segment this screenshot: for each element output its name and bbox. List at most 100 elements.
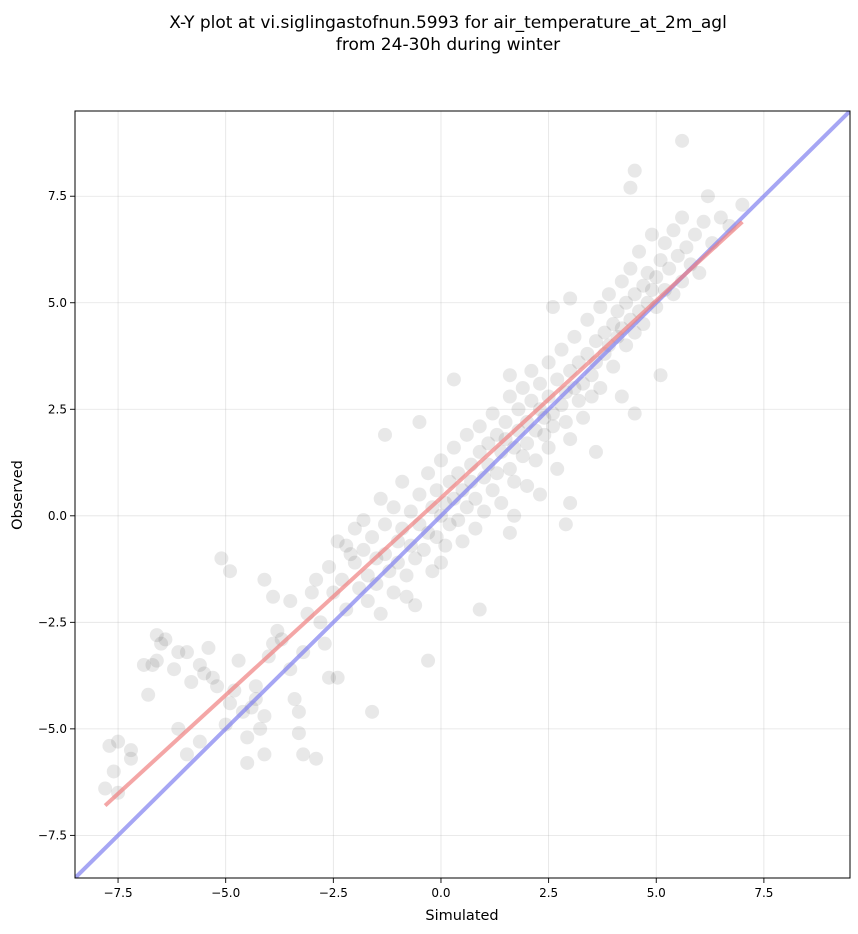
x-tick-label: 0.0: [431, 886, 450, 900]
scatter-point: [541, 440, 556, 455]
x-tick-label: −5.0: [211, 886, 240, 900]
scatter-point: [550, 461, 565, 476]
scatter-point: [623, 261, 638, 276]
scatter-point: [563, 432, 578, 447]
scatter-point: [502, 525, 517, 540]
scatter-point: [520, 478, 535, 493]
scatter-point: [627, 163, 642, 178]
scatter-point: [567, 329, 582, 344]
scatter-point: [317, 636, 332, 651]
scatter-point: [446, 440, 461, 455]
scatter-point: [588, 444, 603, 459]
x-axis-label: Simulated: [425, 908, 498, 924]
chart-title: X-Y plot at vi.siglingastofnun.5993 for …: [169, 13, 727, 33]
scatter-point: [502, 461, 517, 476]
scatter-point: [580, 346, 595, 361]
scatter-point: [627, 287, 642, 302]
scatter-point: [378, 427, 392, 442]
scatter-point: [533, 376, 547, 391]
scatter-point: [408, 598, 423, 613]
scatter-point: [679, 240, 694, 255]
scatter-point: [270, 623, 285, 638]
scatter-point: [356, 513, 371, 528]
scatter-point: [533, 487, 547, 502]
scatter-point: [610, 304, 625, 319]
scatter-point: [524, 393, 539, 408]
scatter-point: [593, 380, 608, 395]
scatter-point: [365, 530, 380, 545]
points-layer: [98, 133, 750, 800]
y-tick-label: −7.5: [38, 828, 67, 842]
x-tick-label: 2.5: [539, 886, 558, 900]
scatter-point: [330, 534, 345, 549]
scatter-point: [149, 628, 164, 643]
scatter-point: [468, 491, 483, 506]
scatter-point: [494, 496, 509, 511]
scatter-point: [309, 572, 324, 587]
scatter-point: [700, 189, 715, 204]
axes-layer: −7.5 −5.0 −2.5 0.0 2.5 5.0 7.5 −7.5 −5.0 −2.5 0.0 2…: [38, 189, 774, 900]
scatter-point: [580, 312, 595, 327]
scatter-point: [459, 500, 474, 515]
x-tick-label: 5.0: [647, 886, 666, 900]
scatter-point: [399, 589, 414, 604]
scatter-point: [223, 564, 237, 579]
scatter-point: [713, 210, 728, 225]
scatter-point: [459, 427, 474, 442]
scatter-point: [231, 653, 246, 668]
x-tick-label: 7.5: [754, 886, 773, 900]
scatter-point: [111, 734, 126, 749]
scatter-point: [429, 530, 444, 545]
scatter-point: [541, 355, 556, 370]
scatter-point: [653, 368, 668, 383]
scatter-point: [257, 747, 272, 762]
scatter-point: [184, 674, 199, 689]
scatter-point: [395, 474, 410, 489]
scatter-point: [558, 415, 573, 430]
scatter-point: [696, 214, 711, 229]
scatter-point: [433, 453, 448, 468]
scatter-point: [563, 496, 578, 511]
chart-subtitle: from 24-30h during winter: [336, 35, 560, 55]
scatter-point: [597, 325, 612, 340]
scatter-point: [515, 380, 530, 395]
scatter-point: [343, 547, 358, 562]
scatter-point: [614, 274, 629, 289]
scatter-point: [287, 692, 302, 707]
scatter-point: [102, 738, 117, 753]
scatter-point: [477, 504, 492, 519]
scatter-point: [528, 453, 543, 468]
scatter-point: [735, 197, 750, 212]
scatter-point: [438, 538, 453, 553]
scatter-point: [360, 594, 375, 609]
scatter-point: [283, 594, 298, 609]
scatter-point: [373, 606, 388, 621]
scatter-point: [649, 270, 664, 285]
scatter-point: [192, 657, 207, 672]
scatter-point: [502, 389, 517, 404]
scatter-point: [347, 555, 362, 570]
scatter-point: [481, 436, 496, 451]
scatter-point: [309, 751, 324, 766]
scatter-point: [167, 662, 182, 677]
scatter-point: [468, 521, 483, 536]
scatter-point: [360, 568, 375, 583]
scatter-point: [606, 359, 621, 374]
scatter-point: [214, 551, 229, 566]
scatter-point: [498, 415, 513, 430]
y-tick-label: −2.5: [38, 615, 67, 629]
scatter-point: [584, 389, 599, 404]
scatter-point: [520, 436, 535, 451]
scatter-point: [322, 670, 337, 685]
scatter-point: [666, 223, 681, 238]
scatter-point: [291, 704, 306, 719]
scatter-point: [455, 534, 470, 549]
scatter-point: [201, 640, 216, 655]
scatter-point: [179, 645, 194, 660]
scatter-point: [662, 261, 677, 276]
scatter-point: [257, 572, 272, 587]
scatter-point: [670, 248, 685, 263]
scatter-point: [412, 415, 427, 430]
